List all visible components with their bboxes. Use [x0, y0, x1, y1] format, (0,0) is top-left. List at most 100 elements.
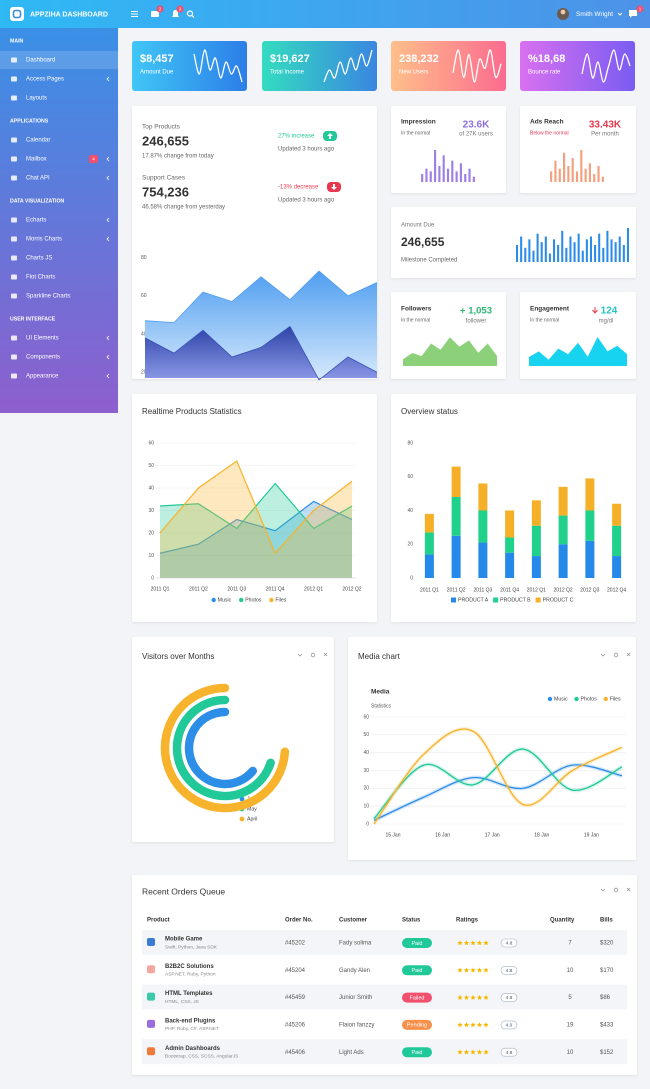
- spark-bar: [438, 166, 441, 182]
- stat-label: Bounce rate: [528, 70, 561, 76]
- sidebar-icon: [11, 354, 17, 360]
- bill: $86: [600, 995, 611, 1001]
- close-icon[interactable]: [626, 652, 631, 657]
- product-change: -13% decrease: [278, 185, 319, 191]
- sidebar-item[interactable]: Morris Charts: [26, 237, 62, 243]
- product-note: 46.58% change from yesterday: [142, 205, 225, 211]
- legend-label: Music: [218, 598, 232, 604]
- status-pill: [402, 1047, 432, 1058]
- bar-segment: [585, 478, 595, 511]
- sidebar-item[interactable]: Flot Charts: [26, 275, 55, 281]
- sidebar-item[interactable]: Appearance: [26, 374, 59, 380]
- bar-segment: [478, 542, 488, 578]
- sidebar-item[interactable]: Components: [26, 355, 60, 361]
- avatar-face: [560, 9, 566, 15]
- sidebar-icon: [11, 95, 17, 101]
- stat-card: [391, 41, 506, 91]
- rating-pill: [500, 1020, 518, 1030]
- settings-icon[interactable]: [613, 887, 619, 893]
- collapse-icon[interactable]: [600, 653, 606, 657]
- spark-bar: [536, 233, 539, 262]
- sidebar-item[interactable]: Charts JS: [26, 256, 52, 262]
- legend-swatch: [493, 597, 499, 603]
- column-header: Ratings: [456, 918, 479, 924]
- menu-toggle[interactable]: [131, 11, 138, 17]
- close-icon[interactable]: [626, 887, 631, 892]
- product-updated: Updated 3 hours ago: [278, 147, 335, 153]
- widget-status: In the normal: [401, 130, 430, 136]
- sidebar-item[interactable]: Echarts: [26, 218, 46, 224]
- bar-segment: [612, 525, 622, 557]
- x-tick-label: 19 Jan: [584, 832, 599, 838]
- sidebar-item[interactable]: Sparkline Charts: [26, 294, 70, 300]
- legend-swatch: [574, 696, 579, 702]
- stat-label: Total Income: [270, 70, 305, 76]
- user-name[interactable]: Smith Wright: [576, 11, 613, 18]
- widget-title: Ads Reach: [530, 119, 564, 126]
- sidebar-section: MAIN: [10, 38, 24, 44]
- customer: Junior Smith: [339, 995, 372, 1001]
- rating: 4.0: [506, 1022, 513, 1028]
- x-tick-label: 2012 Q1: [527, 587, 546, 593]
- sidebar: [0, 28, 118, 413]
- sidebar-icon: [11, 274, 17, 280]
- status: Paid: [411, 968, 422, 974]
- widget-title: Amount Due: [401, 223, 435, 229]
- spark-bar: [540, 242, 543, 262]
- spark-bar: [459, 163, 462, 182]
- chevron: [106, 175, 110, 181]
- status-pill: [402, 965, 432, 976]
- sidebar-item[interactable]: Chat API: [26, 176, 50, 182]
- sidebar-item[interactable]: Dashboard: [26, 58, 55, 64]
- y-tick-label: 50: [148, 463, 154, 469]
- search-icon[interactable]: [186, 10, 195, 18]
- quantity: 5: [568, 995, 572, 1001]
- mail-icon[interactable]: [151, 11, 159, 17]
- close-icon[interactable]: [323, 652, 328, 657]
- rating-star: [476, 994, 483, 1000]
- sidebar-item[interactable]: Calendar: [26, 138, 50, 144]
- x-tick-label: 2012 Q2: [554, 587, 573, 593]
- spark-bar: [425, 168, 428, 182]
- spark-bar: [524, 247, 527, 262]
- row-stripe: [142, 984, 627, 1010]
- active-item: [0, 51, 118, 69]
- legend-label: Files: [275, 598, 286, 604]
- rating-star: [457, 994, 463, 1000]
- spark-bar: [451, 160, 454, 182]
- stat-card: [262, 41, 377, 91]
- bar-segment: [451, 497, 461, 536]
- product-title: Top Products: [142, 124, 181, 131]
- order-no: #45406: [285, 1050, 306, 1056]
- sidebar-item[interactable]: UI Elements: [26, 336, 59, 342]
- collapse-icon[interactable]: [600, 888, 606, 892]
- sidebar-item[interactable]: Mailbox: [26, 157, 47, 163]
- sidebar-item[interactable]: Access Pages: [26, 77, 64, 83]
- chat-icon[interactable]: [629, 10, 637, 18]
- stat-label: New Users: [399, 70, 428, 76]
- stat-label: Amount Due: [140, 70, 174, 76]
- legend-label: PRODUCT C: [543, 598, 574, 604]
- x-tick-label: 2011 Q2: [447, 587, 466, 593]
- legend-label: April: [247, 817, 257, 823]
- card-title: Realtime Products Statistics: [142, 407, 242, 416]
- bar-segment: [558, 544, 568, 578]
- product-icon: [147, 1047, 155, 1056]
- settings-icon[interactable]: [613, 652, 619, 658]
- status: Failed: [410, 995, 425, 1001]
- product-change: 27% increase: [278, 134, 315, 140]
- bar-segment: [531, 556, 541, 578]
- sidebar-item[interactable]: Layouts: [26, 96, 47, 102]
- status-pill: [402, 938, 432, 948]
- customer: Fady solima: [339, 941, 372, 947]
- spark-area-fill: [403, 338, 497, 366]
- product-note: 17.87% change from today: [142, 154, 214, 160]
- bar-segment: [451, 535, 461, 578]
- spark-bar: [561, 230, 564, 262]
- bell-icon[interactable]: [172, 10, 179, 17]
- legend-label: Photos: [245, 598, 262, 604]
- rating-pill: [500, 1047, 518, 1057]
- collapse-icon[interactable]: [297, 653, 303, 657]
- settings-icon[interactable]: [310, 652, 316, 658]
- y-tick-label: 60: [363, 714, 369, 720]
